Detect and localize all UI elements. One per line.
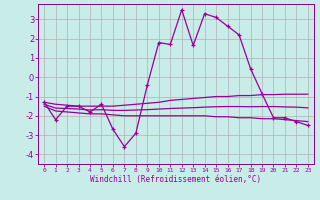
X-axis label: Windchill (Refroidissement éolien,°C): Windchill (Refroidissement éolien,°C) <box>91 175 261 184</box>
